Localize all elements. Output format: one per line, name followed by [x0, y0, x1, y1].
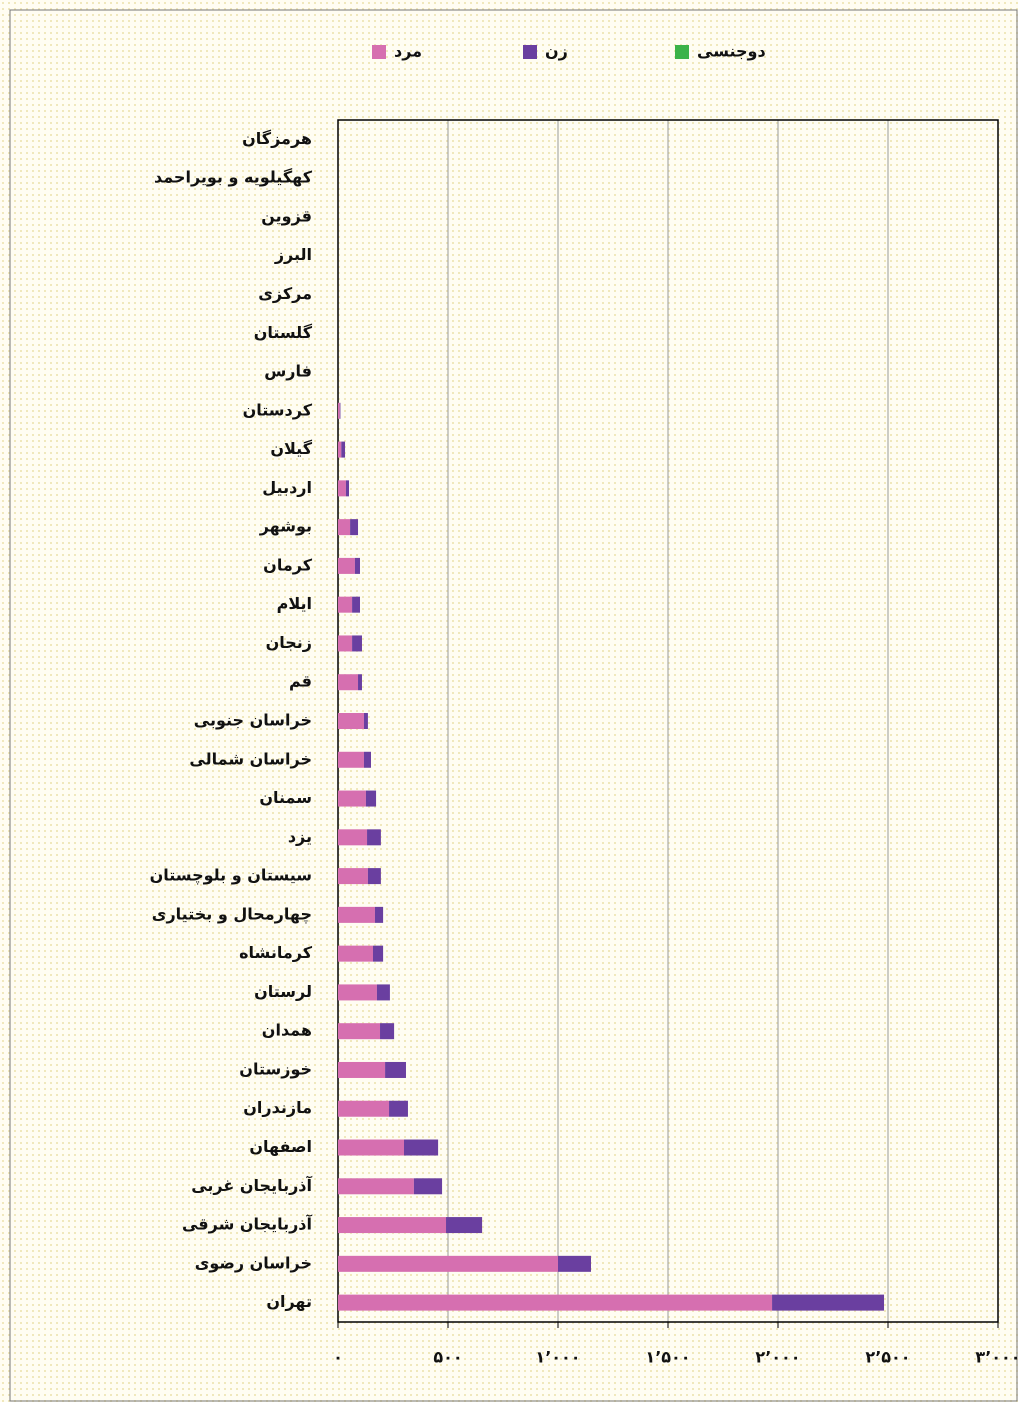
bar-segment — [338, 1023, 381, 1040]
bar-segment — [338, 1294, 773, 1311]
y-tick-label: سیستان و بلوچستان — [150, 866, 312, 886]
y-tick-label: کردستان — [243, 400, 313, 419]
y-tick-label: همدان — [262, 1021, 312, 1040]
y-tick-label: خراسان شمالی — [189, 749, 312, 768]
legend-swatch — [372, 45, 386, 59]
y-tick-label: قم — [289, 672, 312, 691]
y-tick-label: خوزستان — [239, 1059, 312, 1078]
bar-segment — [363, 713, 368, 729]
bar-segment — [338, 557, 355, 574]
legend-swatch — [675, 45, 689, 59]
y-tick-label: کهگیلویه و بویراحمد — [154, 168, 313, 187]
x-tick-label: ۵۰۰ — [433, 1348, 462, 1367]
bar-segment — [338, 519, 351, 536]
outer-border — [9, 9, 1018, 1402]
bar-segment — [376, 984, 390, 1001]
y-tick-label: سمنان — [259, 788, 312, 807]
y-tick-label: هرمزگان — [242, 129, 312, 148]
bar-segment — [338, 596, 353, 613]
bar-segment — [338, 674, 359, 691]
y-tick-label: گلستان — [254, 323, 313, 342]
bar-segment — [338, 868, 368, 885]
bar-segment — [389, 1100, 408, 1117]
y-tick-label: چهارمحال و بختیاری — [152, 904, 312, 924]
y-tick-label: ایلام — [277, 594, 312, 613]
y-tick-label: کرمانشاه — [239, 943, 313, 962]
bar-segment — [367, 829, 381, 846]
bar-segment — [350, 519, 359, 536]
bar-segment — [374, 906, 384, 923]
bar-segment — [352, 635, 362, 652]
y-tick-label: بوشهر — [259, 517, 312, 536]
bar-segment — [358, 674, 362, 691]
bar-segment — [338, 906, 375, 923]
y-tick-label: آذربایجان غربی — [191, 1175, 312, 1195]
x-tick-label: ۰ — [333, 1348, 343, 1367]
y-tick-label: البرز — [274, 245, 312, 264]
x-tick-label: ۱٬۵۰۰ — [645, 1348, 690, 1367]
bar-segment — [338, 1217, 447, 1234]
bar-segment — [338, 1100, 390, 1117]
y-tick-label: آذربایجان شرقی — [182, 1214, 313, 1234]
y-tick-label: مرکزی — [258, 284, 312, 303]
bar-segment — [363, 751, 371, 768]
bar-segment — [338, 984, 377, 1001]
bar-segment — [339, 402, 341, 419]
bar-segment — [338, 829, 368, 846]
bar-segment — [365, 790, 377, 807]
bar-segment — [372, 945, 384, 962]
bar-segment — [345, 480, 349, 497]
y-tick-label: فارس — [264, 362, 312, 381]
bar-segment — [341, 441, 346, 458]
y-tick-label: زنجان — [266, 633, 312, 652]
bar-segment — [413, 1178, 443, 1195]
x-tick-label: ۲٬۵۰۰ — [865, 1348, 910, 1367]
bar-segment — [338, 441, 342, 458]
bar-segment — [354, 557, 360, 574]
bar-segment — [558, 1255, 591, 1272]
bar-segment — [338, 402, 340, 419]
legend-swatch — [523, 45, 537, 59]
bar-segment — [338, 480, 346, 497]
bar-segment — [446, 1217, 483, 1234]
legend-label: زن — [545, 42, 568, 61]
y-tick-label: خراسان رضوی — [195, 1253, 312, 1272]
bar-segment — [352, 596, 360, 613]
bar-segment — [338, 1139, 404, 1156]
y-tick-label: اصفهان — [249, 1137, 312, 1156]
bar-segment — [772, 1294, 885, 1311]
legend-label: دوجنسی — [697, 42, 766, 61]
bar-segment — [404, 1139, 439, 1156]
bar-segment — [338, 1178, 414, 1195]
bar-segment — [338, 713, 364, 729]
legend-label: مرد — [394, 42, 422, 61]
y-tick-label: قزوین — [261, 206, 312, 225]
y-tick-label: اردبیل — [262, 478, 312, 497]
x-tick-label: ۲٬۰۰۰ — [755, 1348, 800, 1367]
y-tick-label: لرستان — [254, 982, 312, 1001]
bar-segment — [338, 635, 353, 652]
y-tick-label: مازندران — [243, 1098, 312, 1117]
bar-segment — [380, 1023, 395, 1040]
y-tick-label: گیلان — [270, 439, 312, 458]
y-tick-label: خراسان جنوبی — [194, 711, 312, 730]
y-tick-label: کرمان — [263, 555, 313, 574]
bar-segment — [338, 751, 364, 768]
bar-segment — [338, 790, 366, 807]
bar-segment — [385, 1061, 406, 1078]
bar-segment — [338, 1061, 386, 1078]
bar-segment — [338, 1255, 558, 1272]
x-tick-label: ۳٬۰۰۰ — [975, 1348, 1018, 1367]
y-tick-label: تهران — [266, 1292, 312, 1311]
x-tick-label: ۱٬۰۰۰ — [535, 1348, 580, 1367]
bar-segment — [338, 945, 373, 962]
y-tick-label: یزد — [288, 827, 312, 846]
bar-segment — [367, 868, 381, 885]
